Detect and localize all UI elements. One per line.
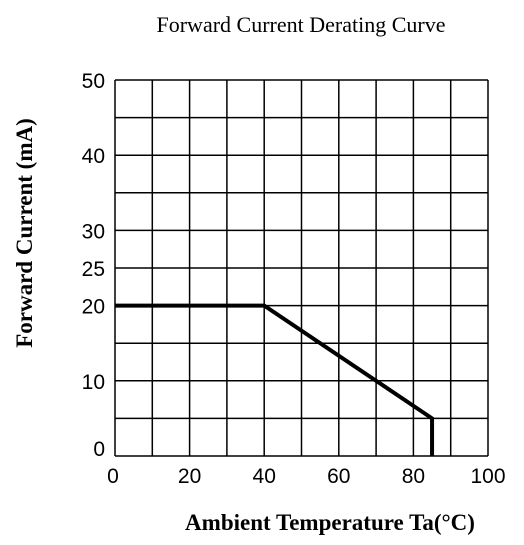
x-tick-label: 80 — [402, 465, 425, 488]
series-layer — [115, 303, 435, 456]
y-tick-label: 25 — [82, 258, 105, 281]
x-tick-label: 60 — [327, 465, 350, 488]
y-tick-label: 0 — [93, 438, 105, 461]
x-tick-label: 100 — [470, 465, 505, 488]
x-tick-label: 0 — [107, 465, 119, 488]
y-tick-label: 10 — [82, 371, 105, 394]
y-tick-label: 30 — [82, 220, 105, 243]
chart-title: Forward Current Derating Curve — [157, 12, 446, 37]
y-tick-label: 40 — [82, 145, 105, 168]
y-axis-label: Forward Current (mA) — [12, 118, 37, 348]
x-axis-ticks: 0 20 40 60 80 100 — [107, 465, 505, 488]
x-tick-label: 20 — [178, 465, 201, 488]
y-tick-label: 20 — [82, 296, 105, 319]
x-tick-label: 40 — [253, 465, 276, 488]
series-line — [115, 303, 435, 456]
y-axis-ticks: 0 10 20 25 30 40 50 — [82, 70, 105, 461]
x-axis-label: Ambient Temperature Ta(°C) — [185, 510, 475, 535]
grid — [114, 79, 489, 457]
y-tick-label: 50 — [82, 70, 105, 93]
